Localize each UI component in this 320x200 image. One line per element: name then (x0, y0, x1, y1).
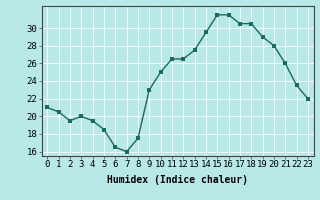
X-axis label: Humidex (Indice chaleur): Humidex (Indice chaleur) (107, 175, 248, 185)
